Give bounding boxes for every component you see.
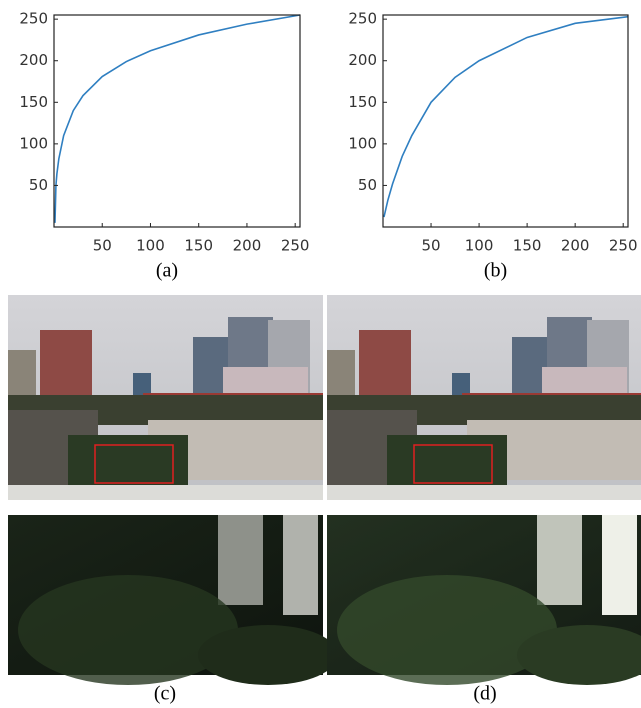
x-tick-label: 200 [561, 237, 590, 255]
caption: (c) [154, 683, 176, 705]
curve [55, 15, 300, 223]
y-tick-label: 150 [19, 93, 48, 111]
x-tick-label: 100 [136, 237, 165, 255]
y-tick-label: 200 [19, 51, 48, 69]
photo-crop [8, 515, 338, 685]
photo-crop [327, 515, 641, 685]
y-tick-label: 50 [29, 176, 48, 194]
x-tick-label: 200 [233, 237, 262, 255]
x-tick-label: 150 [184, 237, 213, 255]
x-tick-label: 50 [421, 237, 440, 255]
y-tick-label: 100 [348, 134, 377, 152]
figure: (c) (d) 50 100 150 200 250 50 100 150 200 250 (a) 5… [0, 0, 641, 708]
y-tick-label: 50 [358, 176, 377, 194]
plot-frame [54, 15, 300, 227]
y-tick-label: 150 [348, 93, 377, 111]
curve [384, 17, 628, 217]
y-tick-label: 200 [348, 51, 377, 69]
caption: (d) [473, 683, 496, 705]
y-tick-label: 250 [19, 10, 48, 28]
x-tick-label: 150 [513, 237, 542, 255]
x-tick-label: 50 [93, 237, 112, 255]
y-tick-label: 100 [19, 134, 48, 152]
photo [8, 295, 323, 500]
x-tick-label: 100 [465, 237, 494, 255]
x-tick-label: 250 [609, 237, 638, 255]
caption: (a) [156, 260, 178, 282]
x-tick-label: 250 [281, 237, 310, 255]
photo [327, 295, 641, 500]
y-tick-label: 250 [348, 10, 377, 28]
page: (c) (d) 50 100 150 200 250 50 100 150 200 250 (a) 5… [0, 0, 641, 708]
caption: (b) [484, 260, 507, 282]
